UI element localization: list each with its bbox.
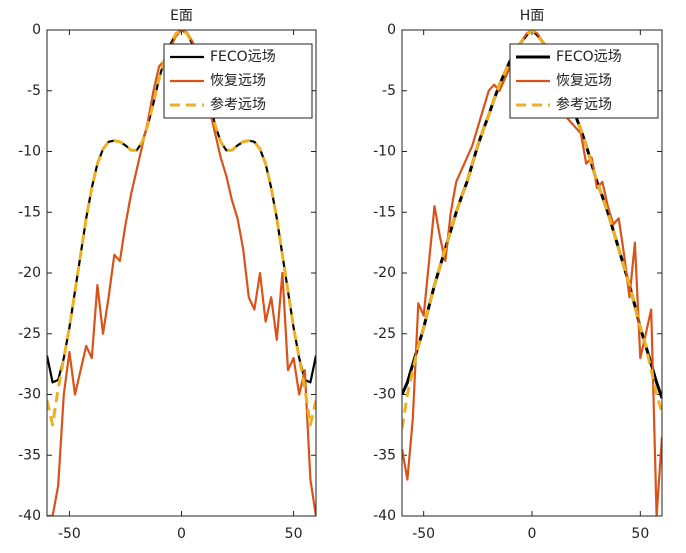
y-tick-label: -30	[18, 387, 41, 403]
y-tick-label: 0	[387, 22, 396, 38]
axes-frame	[46, 29, 317, 517]
y-tick-label: -40	[373, 508, 396, 524]
axes-frame	[401, 29, 663, 517]
legend-label: 恢复远场	[210, 72, 266, 89]
chart-title: E面	[170, 8, 193, 24]
y-tick-label: -15	[373, 204, 396, 220]
y-tick-label: -10	[18, 144, 41, 160]
y-tick-label: -20	[18, 265, 41, 281]
legend-label: FECO远场	[210, 49, 276, 65]
chart-title: H面	[520, 8, 545, 24]
legend-label: 参考远场	[210, 96, 266, 113]
legend-label: 参考远场	[556, 96, 612, 113]
y-tick-label: -40	[18, 508, 41, 524]
x-tick-label: -50	[412, 526, 435, 542]
y-tick-label: 0	[32, 22, 41, 38]
y-tick-label: -10	[373, 144, 396, 160]
y-tick-label: -20	[373, 265, 396, 281]
legend-label: FECO远场	[556, 49, 622, 65]
x-tick-label: 50	[285, 526, 303, 542]
y-tick-label: -35	[18, 447, 41, 463]
series-line	[402, 30, 662, 429]
plot	[402, 30, 662, 516]
plot	[47, 30, 316, 516]
series-line	[402, 30, 662, 516]
legend-label: 恢复远场	[556, 72, 612, 89]
y-tick-label: -15	[18, 204, 41, 220]
x-tick-label: 0	[177, 526, 186, 542]
series-line	[47, 30, 316, 427]
x-tick-label: 50	[631, 526, 649, 542]
x-tick-label: 0	[528, 526, 537, 542]
y-tick-label: -30	[373, 387, 396, 403]
x-tick-label: -50	[58, 526, 81, 542]
y-tick-label: -5	[382, 83, 396, 99]
y-tick-label: -25	[373, 326, 396, 342]
subplot: E面 0 -5 -10 -15 -20 -25 -30 -35 -40 -50 0 50 FECO远场恢复…	[18, 8, 317, 542]
y-tick-label: -5	[27, 83, 41, 99]
y-tick-label: -25	[18, 326, 41, 342]
y-tick-label: -35	[373, 447, 396, 463]
subplot: H面 0 -5 -10 -15 -20 -25 -30 -35 -40 -50 0 50 FECO远场恢复…	[373, 8, 663, 542]
series-line	[47, 30, 316, 516]
